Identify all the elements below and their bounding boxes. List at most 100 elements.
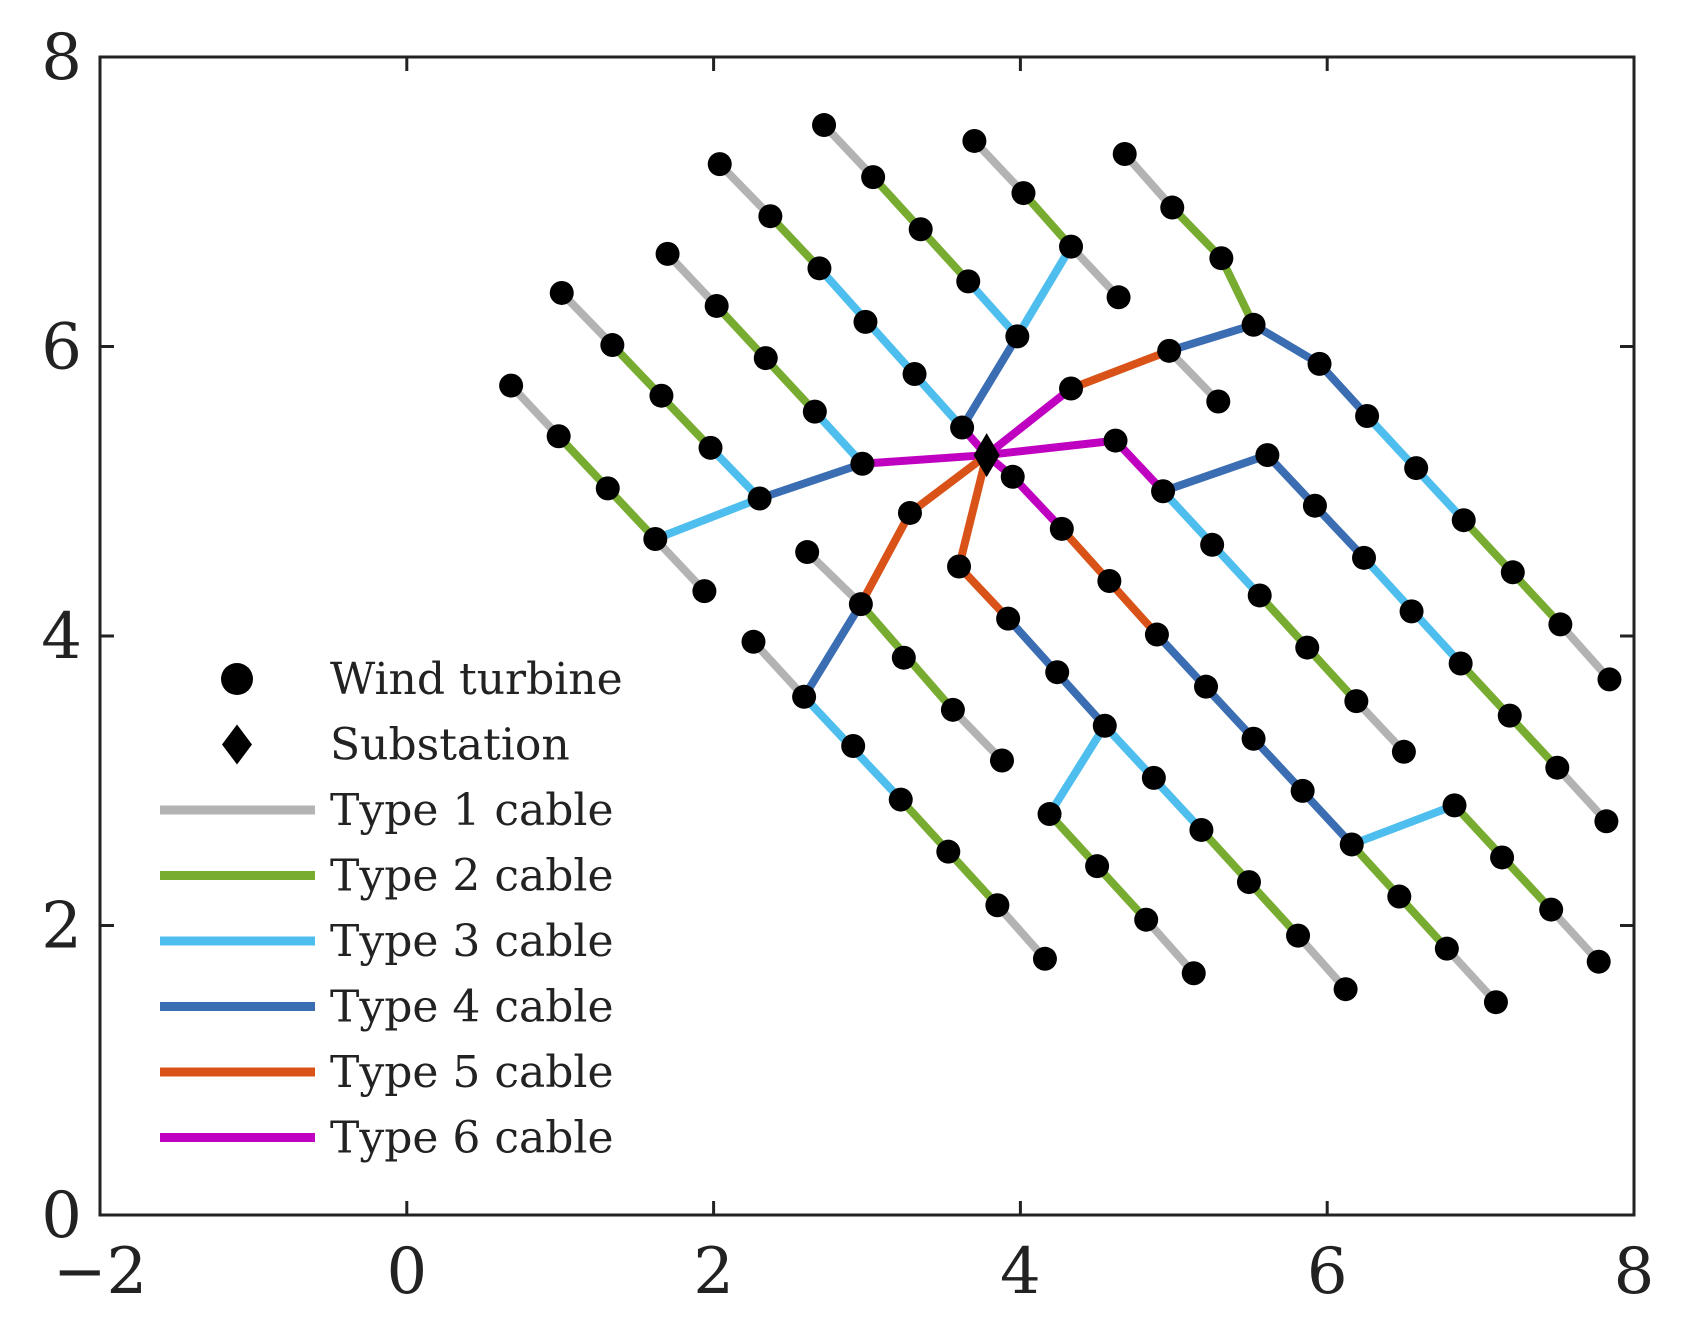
wind-turbine-point [1160,195,1185,220]
wind-turbine-point [1005,324,1030,349]
wind-turbine-point [1085,854,1110,879]
wind-turbine-point [1490,845,1515,870]
legend-label: Type 6 cable [330,1113,614,1164]
legend-label: Type 1 cable [330,785,614,836]
wind-turbine-point [1011,181,1036,206]
legend-wind-turbine-marker [221,663,253,695]
wind-turbine-point [947,554,972,579]
cable-type-3 [1350,801,1456,849]
wind-turbine-point [1097,568,1122,593]
y-tick-label: 2 [41,890,82,964]
wind-turbine-point [1339,832,1364,857]
x-tick-label: 6 [1307,1235,1348,1309]
x-tick-label: 0 [386,1235,427,1309]
wind-turbine-point [546,424,571,449]
wind-turbine-point [1049,516,1074,541]
wind-turbine-point [643,527,668,552]
wind-turbine-point [747,486,772,511]
cable-type-3 [816,265,966,431]
wind-turbine-point [1497,703,1522,728]
x-tick-label: 4 [1000,1235,1041,1309]
wind-turbine-point [1189,817,1214,842]
wind-turbine-point [1241,312,1266,337]
cable-type-1 [716,161,774,220]
wind-turbine-point [1451,508,1476,533]
wind-turbine-point [655,241,680,266]
wind-turbine-point [741,629,766,654]
cable-type-4 [800,602,865,699]
wind-turbine-point [989,748,1014,773]
wind-turbine-point [753,346,778,371]
legend-label: Type 2 cable [330,851,614,902]
cable-type-4 [1161,451,1269,496]
wind-turbine-point [1134,907,1159,932]
cable-type-1 [1443,945,1499,1005]
wind-turbine-point [1200,532,1225,557]
legend-label: Wind turbine [330,654,623,705]
wind-turbine-point [1483,990,1508,1015]
x-tick-label: −2 [53,1235,147,1309]
wind-turbine-point [861,165,886,190]
wind-turbine-point [1106,285,1131,310]
wind-turbine-point [1286,923,1311,948]
wind-turbine-point [1151,479,1176,504]
substation-marker [973,433,1000,478]
wind-turbine-point [962,128,987,153]
cable-type-1 [1554,765,1610,824]
wind-turbine-point [698,435,723,460]
wind-turbine-point [841,734,866,759]
turbine-layer [499,113,1622,1015]
x-tick-label: 8 [1614,1235,1655,1309]
cable-type-6 [986,436,1116,460]
y-tick-label: 8 [41,21,82,95]
legend-label: Type 5 cable [330,1047,614,1098]
wind-turbine-point [1181,961,1206,986]
wind-turbine-point [850,451,875,476]
wind-turbine-point [795,540,820,565]
cable-type-3 [1013,244,1075,339]
wind-turbine-point [1500,560,1525,585]
cable-type-1 [558,290,616,348]
y-tick-label: 0 [41,1179,82,1253]
wind-turbine-point [807,256,832,281]
wind-turbine-point [1404,456,1429,481]
wind-turbine-point [1209,246,1234,271]
y-tick-label: 4 [41,600,82,674]
wind-turbine-point [1548,612,1573,637]
wind-turbine-point [1586,949,1611,974]
legend-label: Substation [330,720,570,771]
wind-turbine-point [848,592,873,617]
wind-turbine-point [897,500,922,525]
wind-turbine-point [704,293,729,318]
wind-turbine-point [1290,778,1315,803]
wind-turbine-point [1255,443,1280,468]
wind-turbine-point [1344,689,1369,714]
cable-type-1 [804,549,864,608]
wind-turbine-point [812,113,837,138]
wind-turbine-point [1539,897,1564,922]
wind-turbine-point [649,383,674,408]
cable-type-6 [984,385,1074,459]
wind-turbine-point [996,606,1021,631]
wind-turbine-point [1206,389,1231,414]
wind-turbine-point [1247,583,1272,608]
wind-turbine-point [985,893,1010,918]
wind-turbine-point [692,579,717,604]
wind-turbine-point [908,217,933,242]
legend-label: Type 3 cable [330,916,614,967]
legend-substation-marker [222,724,252,765]
wind-turbine-point [1141,765,1166,790]
wind-turbine-point [802,399,827,424]
plot-frame [98,55,1636,1217]
wind-turbine-point [940,697,965,722]
x-tick-label: 2 [693,1235,734,1309]
wind-turbine-point [853,309,878,334]
wind-turbine-point [1391,739,1416,764]
wind-turbine-point [1241,726,1266,751]
wind-turbine-point [549,280,574,305]
wind-turbine-point [1157,338,1182,363]
wind-turbine-point [1545,755,1570,780]
wind-turbine-point [1295,635,1320,660]
cable-type-1 [1557,621,1613,683]
